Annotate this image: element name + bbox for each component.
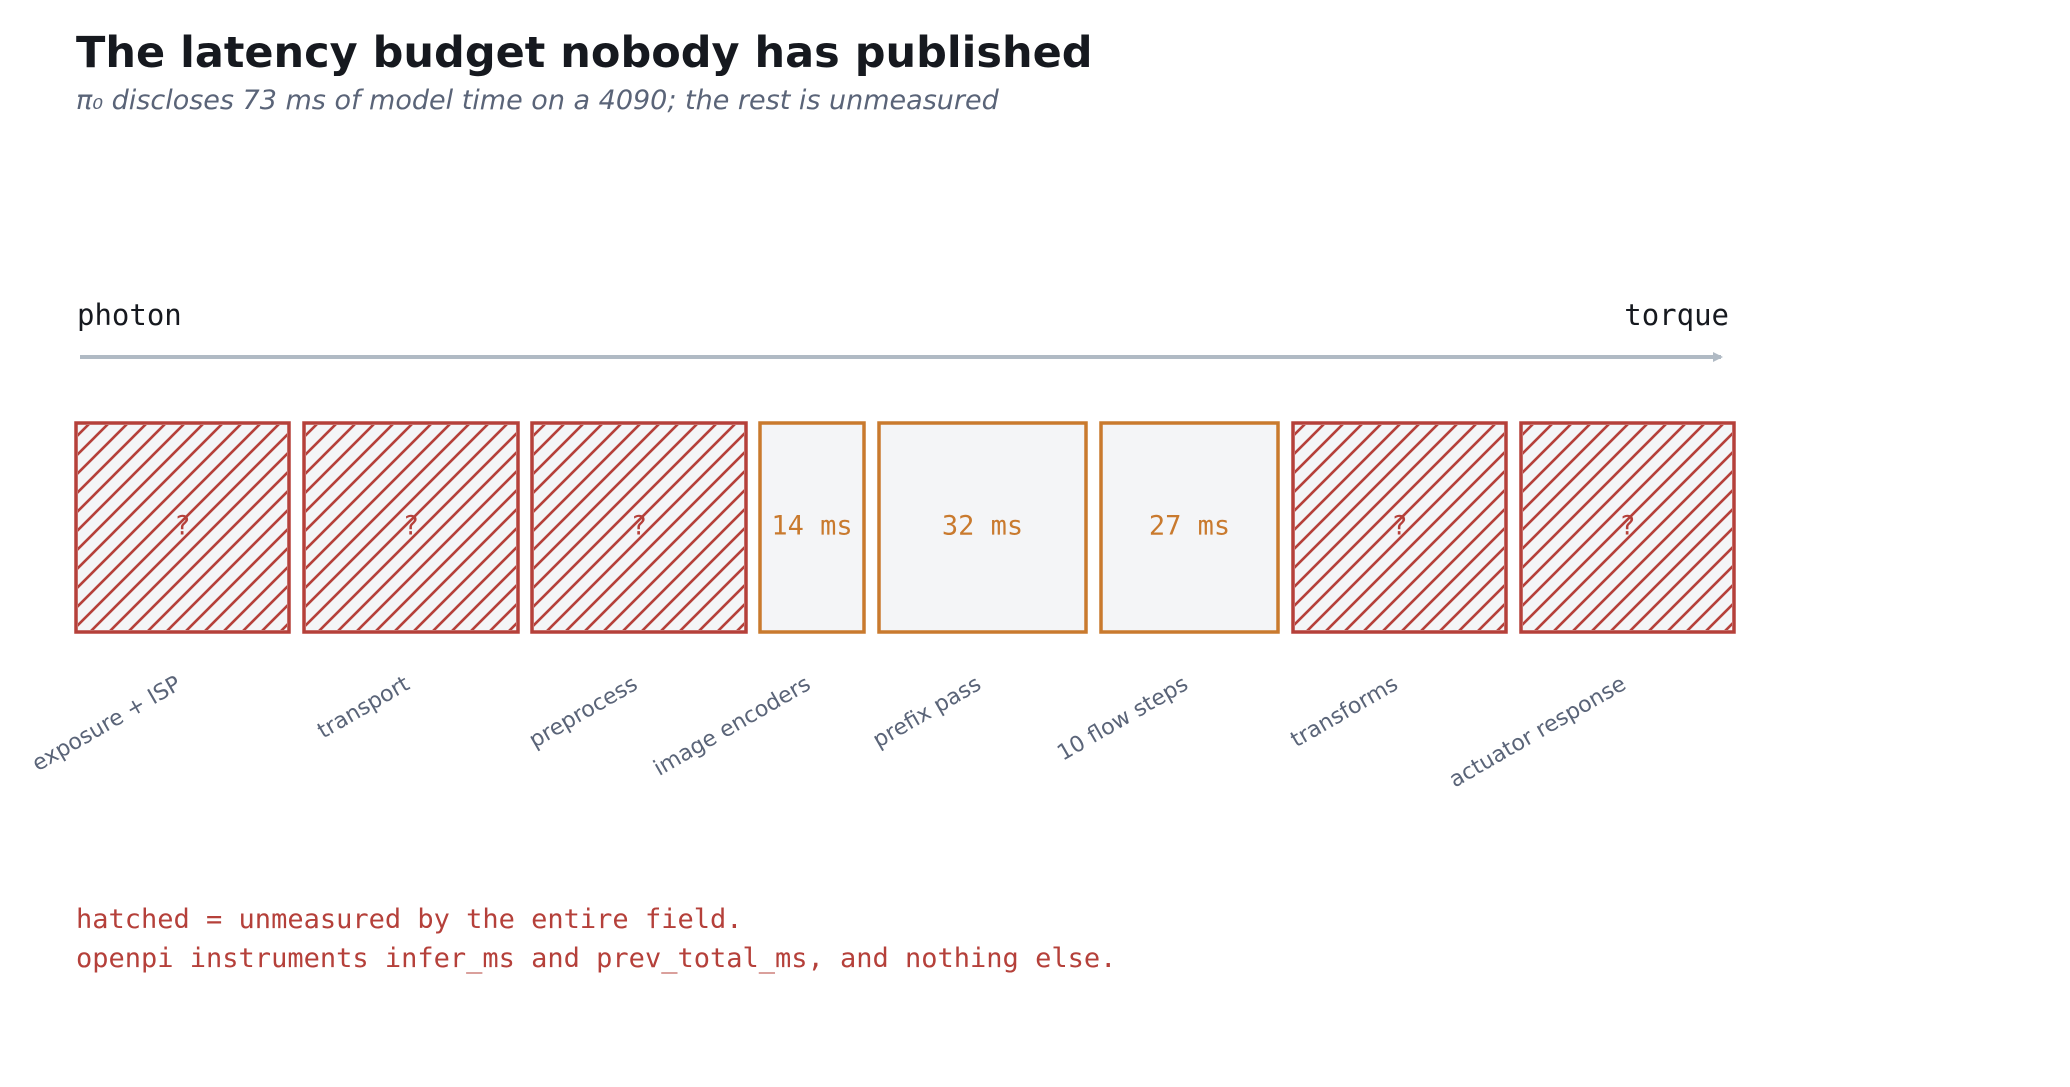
stage-box: [877, 421, 1088, 634]
stage-value: 14 ms: [771, 511, 852, 542]
stage-box: [758, 421, 866, 634]
subtitle: π₀ discloses 73 ms of model time on a 40…: [76, 85, 1000, 116]
stage-box: [1099, 421, 1280, 634]
axis-end: torque: [1624, 298, 1729, 332]
stage-label: 10 flow steps: [1053, 672, 1192, 767]
stage-value: 32 ms: [942, 511, 1023, 542]
stages: ? exposure + ISP? transport? preprocess 14 m…: [28, 421, 1736, 793]
hatch: [1295, 425, 1504, 630]
stage-label: transport: [313, 671, 414, 744]
stage-value: ?: [174, 511, 190, 542]
stage-value: ?: [1619, 511, 1635, 542]
hatch: [534, 425, 744, 630]
hatch: [78, 425, 287, 630]
footer-line: hatched = unmeasured by the entire field…: [76, 904, 742, 935]
hatch: [306, 425, 516, 630]
stage-value: ?: [631, 511, 647, 542]
stage-value: ?: [1391, 511, 1407, 542]
stage-value: 27 ms: [1149, 511, 1230, 542]
stage-label: actuator response: [1445, 672, 1630, 793]
stage-label: preprocess: [525, 672, 642, 754]
stage-value: ?: [403, 511, 419, 542]
axis-start: photon: [77, 298, 182, 332]
stage-label: image encoders: [650, 672, 815, 782]
footer-line: openpi instruments infer_ms and prev_tot…: [76, 943, 1116, 974]
hatch: [1523, 425, 1732, 630]
stage-label: exposure + ISP: [28, 672, 185, 777]
stage-label: prefix pass: [869, 672, 986, 754]
stage-label: transforms: [1287, 672, 1403, 753]
title: The latency budget nobody has published: [76, 28, 1093, 78]
